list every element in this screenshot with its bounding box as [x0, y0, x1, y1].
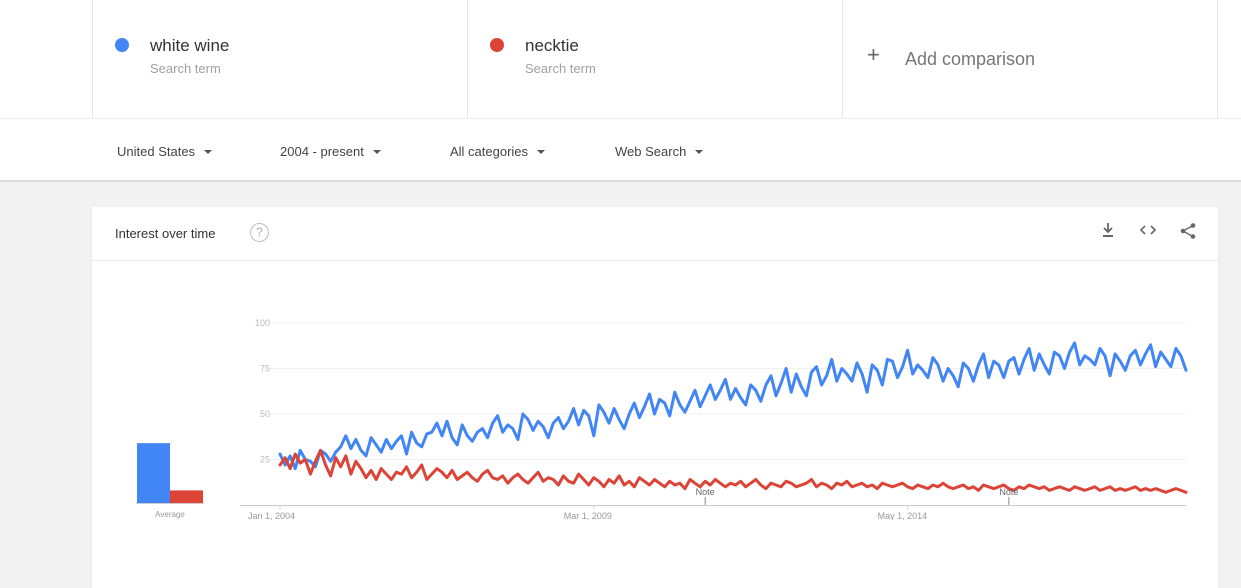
- y-tick-label: 100: [255, 318, 270, 328]
- card-title: Interest over time: [115, 226, 215, 241]
- term-subtitle: Search term: [150, 61, 221, 76]
- y-tick-label: 25: [260, 455, 270, 465]
- filter-region[interactable]: United States: [117, 144, 212, 159]
- average-bar-necktie: [170, 490, 203, 503]
- y-tick-label: 75: [260, 364, 270, 374]
- x-tick-label: Mar 1, 2009: [564, 511, 612, 520]
- x-tick-label: May 1, 2014: [878, 511, 928, 520]
- average-bar-chart: Average: [136, 395, 216, 525]
- add-comparison-button[interactable]: + Add comparison: [842, 0, 1218, 118]
- help-icon[interactable]: ?: [250, 223, 269, 242]
- note-label[interactable]: Note: [696, 487, 715, 497]
- download-icon[interactable]: [1098, 222, 1118, 244]
- term-color-dot: [490, 38, 504, 52]
- share-icon[interactable]: [1178, 222, 1198, 244]
- search-terms-bar: white wine Search term necktie Search te…: [0, 0, 1241, 118]
- term-subtitle: Search term: [525, 61, 596, 76]
- caret-down-icon: [695, 150, 703, 154]
- caret-down-icon: [373, 150, 381, 154]
- term-card-white-wine[interactable]: white wine Search term: [92, 0, 467, 118]
- filter-category[interactable]: All categories: [450, 144, 545, 159]
- filter-bar: United States 2004 - present All categor…: [0, 118, 1241, 182]
- series-line-white-wine[interactable]: [280, 343, 1186, 469]
- interest-line-chart: 25 50 75 100 Jan 1, 2004 Mar 1, 2009 May 1, 20…: [240, 305, 1200, 520]
- term-card-necktie[interactable]: necktie Search term: [467, 0, 842, 118]
- term-color-dot: [115, 38, 129, 52]
- series-line-necktie[interactable]: [280, 450, 1186, 492]
- filter-label: United States: [117, 144, 195, 159]
- term-name[interactable]: white wine: [150, 36, 229, 56]
- note-label[interactable]: Note: [999, 487, 1018, 497]
- filter-label: All categories: [450, 144, 528, 159]
- average-bar-white-wine: [137, 443, 170, 503]
- add-comparison-label: Add comparison: [905, 49, 1035, 70]
- caret-down-icon: [537, 150, 545, 154]
- term-name[interactable]: necktie: [525, 36, 579, 56]
- y-tick-label: 50: [260, 409, 270, 419]
- card-header: Interest over time ?: [92, 207, 1218, 261]
- plus-icon: +: [867, 44, 880, 66]
- filter-time-range[interactable]: 2004 - present: [280, 144, 381, 159]
- average-label: Average: [155, 510, 185, 519]
- caret-down-icon: [204, 150, 212, 154]
- embed-icon[interactable]: [1138, 222, 1158, 244]
- filter-label: 2004 - present: [280, 144, 364, 159]
- filter-label: Web Search: [615, 144, 686, 159]
- filter-search-type[interactable]: Web Search: [615, 144, 703, 159]
- x-tick-label: Jan 1, 2004: [248, 511, 295, 520]
